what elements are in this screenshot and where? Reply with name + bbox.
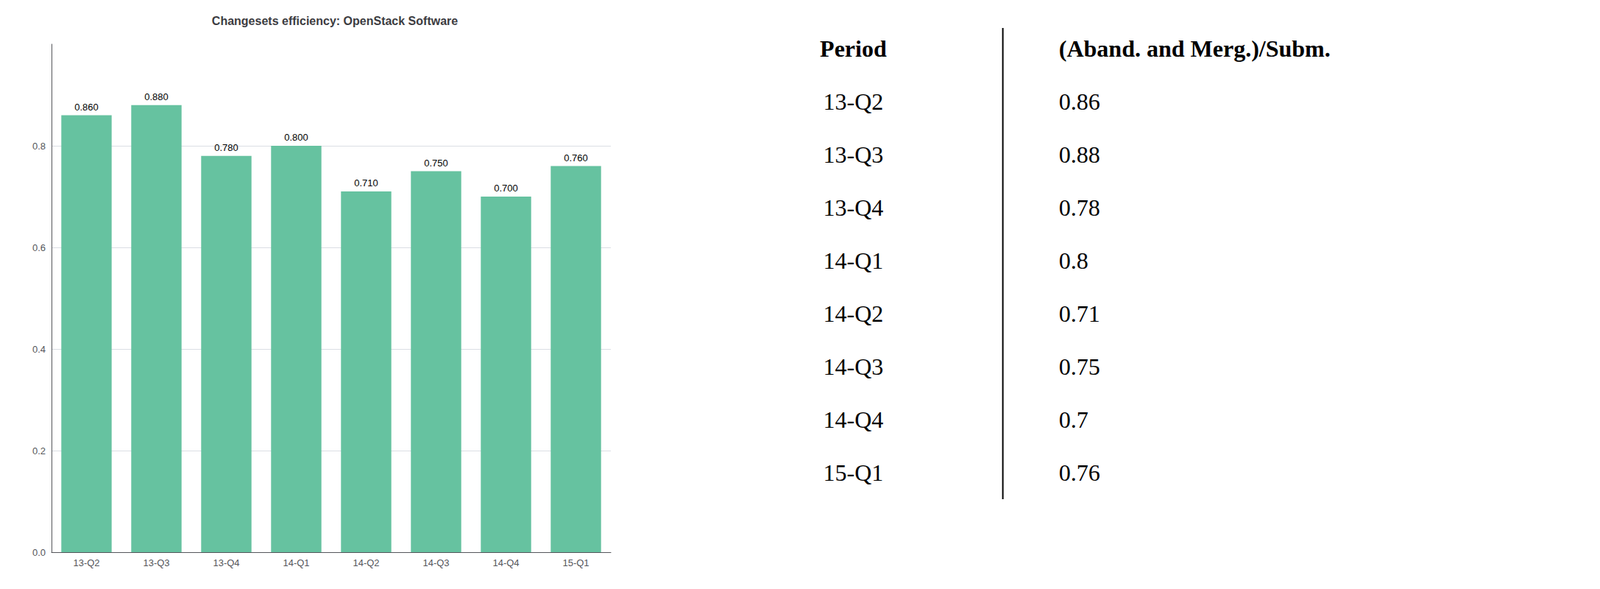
svg-text:15-Q1: 15-Q1 [562,557,589,569]
svg-text:0.71: 0.71 [1059,300,1101,327]
svg-text:13-Q3: 13-Q3 [823,141,884,168]
svg-text:Period: Period [819,35,887,62]
svg-text:0.88: 0.88 [1059,141,1101,168]
svg-text:15-Q1: 15-Q1 [823,459,884,486]
svg-text:13-Q2: 13-Q2 [823,88,884,115]
svg-text:0.710: 0.710 [354,177,379,189]
svg-text:0.800: 0.800 [284,131,309,143]
svg-text:0.6: 0.6 [32,242,46,254]
svg-text:0.750: 0.750 [423,157,449,169]
svg-text:Changesets efficiency: OpenSta: Changesets efficiency: OpenStack Softwar… [211,14,458,28]
svg-text:14-Q2: 14-Q2 [352,557,380,569]
svg-text:0.76: 0.76 [1059,459,1101,486]
svg-text:14-Q1: 14-Q1 [282,557,310,569]
svg-text:0.7: 0.7 [1059,406,1089,433]
svg-text:0.4: 0.4 [32,343,46,355]
svg-text:0.86: 0.86 [1059,88,1101,115]
svg-text:0.760: 0.760 [563,152,589,164]
svg-text:14-Q4: 14-Q4 [492,557,519,569]
svg-text:0.0: 0.0 [32,546,46,558]
svg-text:0.700: 0.700 [493,182,519,194]
svg-text:14-Q1: 14-Q1 [823,247,884,274]
svg-text:13-Q2: 13-Q2 [72,557,100,569]
svg-text:14-Q3: 14-Q3 [823,353,884,380]
svg-text:13-Q4: 13-Q4 [212,557,240,569]
svg-text:13-Q3: 13-Q3 [142,557,170,569]
svg-text:(Aband. and Merg.)/Subm.: (Aband. and Merg.)/Subm. [1059,35,1331,62]
svg-text:0.880: 0.880 [144,91,169,103]
svg-text:0.2: 0.2 [32,445,46,457]
svg-text:0.78: 0.78 [1059,194,1101,221]
svg-text:13-Q4: 13-Q4 [823,194,884,221]
svg-text:0.8: 0.8 [32,140,46,152]
svg-text:0.860: 0.860 [74,101,99,113]
svg-text:0.780: 0.780 [214,142,239,154]
svg-text:0.75: 0.75 [1059,353,1101,380]
svg-text:14-Q3: 14-Q3 [422,557,449,569]
svg-text:0.8: 0.8 [1059,247,1089,274]
svg-text:14-Q2: 14-Q2 [823,300,884,327]
svg-text:14-Q4: 14-Q4 [823,406,884,433]
